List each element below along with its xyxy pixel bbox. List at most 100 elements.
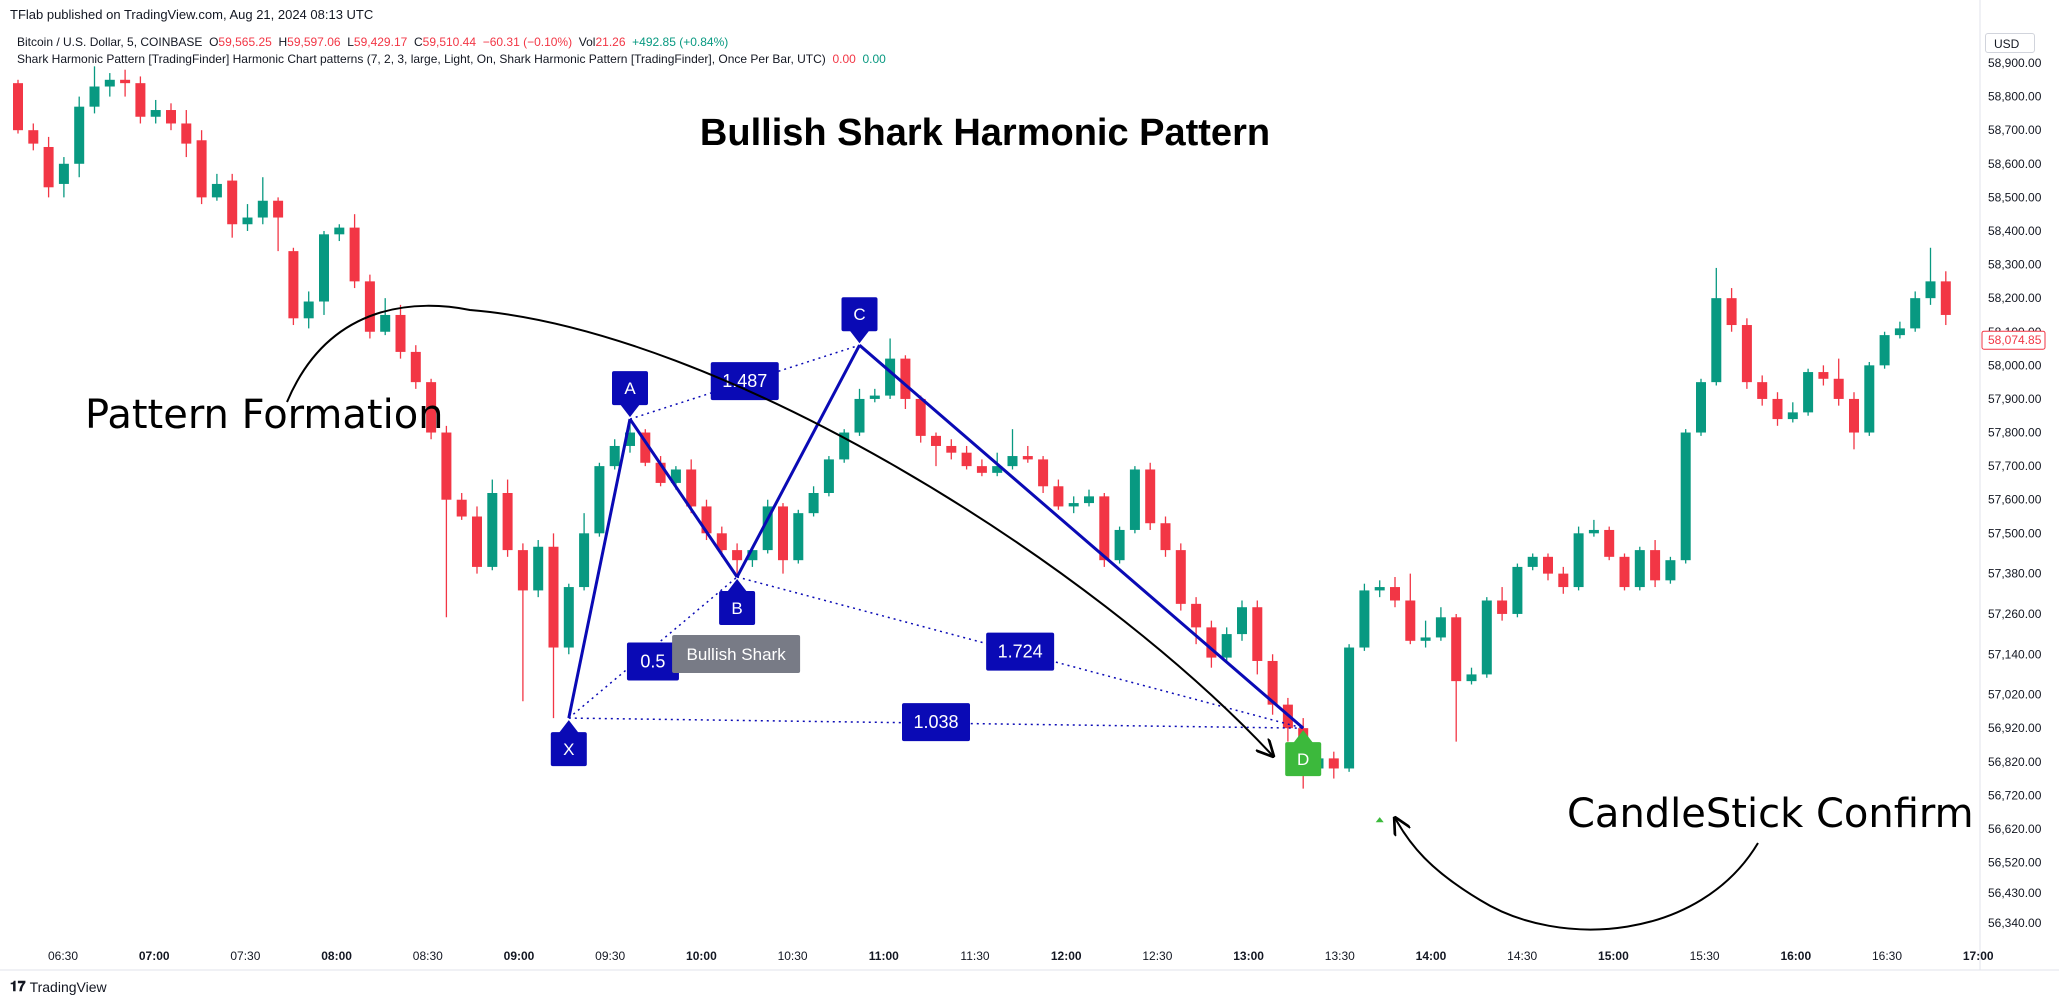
candle-body bbox=[1068, 503, 1079, 507]
y-tick-label: 58,800.00 bbox=[1988, 90, 2042, 104]
x-tick-label: 10:00 bbox=[686, 949, 717, 963]
candle-body bbox=[1022, 456, 1033, 460]
high-label: H bbox=[278, 35, 288, 49]
candle-body bbox=[502, 493, 513, 551]
point-A-pointer bbox=[620, 404, 640, 418]
candle-body bbox=[793, 513, 804, 561]
currency-button[interactable]: USD bbox=[1985, 33, 2035, 53]
candle-body bbox=[211, 183, 222, 198]
y-tick-label: 58,200.00 bbox=[1988, 291, 2042, 305]
candle-body bbox=[1191, 603, 1202, 628]
candle-body bbox=[1175, 550, 1186, 604]
y-tick-label: 56,430.00 bbox=[1988, 886, 2042, 900]
candle-body bbox=[1573, 533, 1584, 588]
candlestick-confirm-arrow bbox=[1395, 818, 1759, 931]
y-tick-label: 57,500.00 bbox=[1988, 526, 2042, 540]
y-tick-label: 56,720.00 bbox=[1988, 788, 2042, 802]
candle-body bbox=[823, 459, 834, 493]
candle-body bbox=[395, 314, 406, 352]
price-change: −60.31 (−0.10%) bbox=[482, 35, 573, 49]
low-label: L bbox=[347, 35, 354, 49]
annotation-pattern-formation: Pattern Formation bbox=[85, 392, 444, 438]
candle-body bbox=[104, 79, 115, 87]
candle-body bbox=[1344, 647, 1355, 769]
candle-body bbox=[1390, 587, 1400, 601]
x-tick-label: 09:30 bbox=[595, 949, 625, 963]
candle-body bbox=[1558, 573, 1569, 588]
symbol-name[interactable]: Bitcoin / U.S. Dollar, 5, COINBASE bbox=[17, 35, 203, 49]
candle-body bbox=[1680, 432, 1691, 561]
y-tick-label: 56,520.00 bbox=[1988, 856, 2042, 870]
candle-body bbox=[732, 550, 743, 561]
candle-body bbox=[257, 200, 268, 218]
y-tick-label: 58,600.00 bbox=[1988, 157, 2042, 171]
candle-body bbox=[1527, 556, 1538, 567]
candle-body bbox=[640, 432, 651, 463]
candle-body bbox=[1038, 459, 1049, 487]
candle-body bbox=[1237, 607, 1247, 635]
candle-body bbox=[1894, 328, 1905, 336]
candle-body bbox=[380, 314, 391, 332]
candle-body bbox=[931, 435, 941, 446]
candle-body bbox=[701, 506, 712, 534]
candle-body bbox=[915, 398, 926, 436]
candle-body bbox=[1696, 382, 1706, 433]
y-tick-label: 56,820.00 bbox=[1988, 755, 2042, 769]
x-tick-label: 13:30 bbox=[1325, 949, 1355, 963]
candle-body bbox=[1084, 496, 1094, 504]
ratio-label: 1.487 bbox=[722, 371, 767, 391]
point-A-label: A bbox=[624, 379, 636, 398]
point-B-label: B bbox=[731, 599, 742, 618]
candle-body bbox=[1757, 382, 1768, 399]
x-tick-label: 09:00 bbox=[504, 949, 535, 963]
candle-body bbox=[1420, 637, 1431, 641]
candle-body bbox=[1206, 627, 1217, 658]
volume-value: 21.26 bbox=[595, 35, 626, 49]
candle-body bbox=[43, 146, 54, 188]
x-tick-label: 07:30 bbox=[230, 949, 260, 963]
candle-body bbox=[778, 506, 788, 561]
candle-body bbox=[1879, 335, 1890, 366]
candle-body bbox=[548, 546, 559, 648]
ratio-box-0.5 bbox=[626, 642, 679, 681]
open-value: 59,565.25 bbox=[218, 35, 272, 49]
candle-body bbox=[1634, 550, 1645, 588]
candle-body bbox=[303, 301, 314, 319]
candle-body bbox=[1099, 496, 1110, 561]
indicator-name[interactable]: Shark Harmonic Pattern [TradingFinder] H… bbox=[17, 52, 826, 66]
candle-body bbox=[120, 79, 131, 84]
candle-body bbox=[364, 281, 375, 332]
x-tick-label: 08:30 bbox=[413, 949, 443, 963]
ratio-label: 1.724 bbox=[998, 642, 1043, 662]
close-value: 59,510.44 bbox=[422, 35, 477, 49]
candle-body bbox=[1910, 298, 1921, 329]
candle-body bbox=[1007, 456, 1018, 467]
indicator-value-1: 0.00 bbox=[832, 52, 856, 66]
y-tick-label: 57,260.00 bbox=[1988, 607, 2042, 621]
candle-body bbox=[1864, 365, 1875, 433]
candle-body bbox=[609, 445, 620, 467]
candle-body bbox=[1940, 281, 1951, 315]
candle-body bbox=[900, 358, 911, 399]
chart-title: Bullish Shark Harmonic Pattern bbox=[700, 112, 1270, 154]
candle-body bbox=[181, 123, 192, 144]
candle-body bbox=[166, 110, 176, 124]
point-D-pointer bbox=[1293, 730, 1314, 744]
candle-body bbox=[686, 469, 697, 507]
candle-body bbox=[1114, 529, 1125, 561]
last-price-box bbox=[1981, 330, 2046, 350]
y-tick-label: 58,000.00 bbox=[1988, 358, 2042, 372]
candle-body bbox=[625, 432, 635, 446]
candle-body bbox=[1481, 600, 1492, 675]
x-tick-label: 10:30 bbox=[778, 949, 808, 963]
last-price-label: 58,074.85 bbox=[1988, 333, 2042, 347]
candle-body bbox=[533, 546, 544, 591]
x-tick-label: 12:00 bbox=[1051, 949, 1082, 963]
candle-body bbox=[1619, 556, 1630, 588]
candle-body bbox=[976, 466, 987, 473]
x-tick-label: 07:00 bbox=[139, 949, 170, 963]
volume-change: +492.85 (+0.84%) bbox=[632, 35, 729, 49]
tradingview-logo-icon: 𝟏𝟕 bbox=[10, 978, 26, 994]
candle-body bbox=[1145, 469, 1156, 524]
